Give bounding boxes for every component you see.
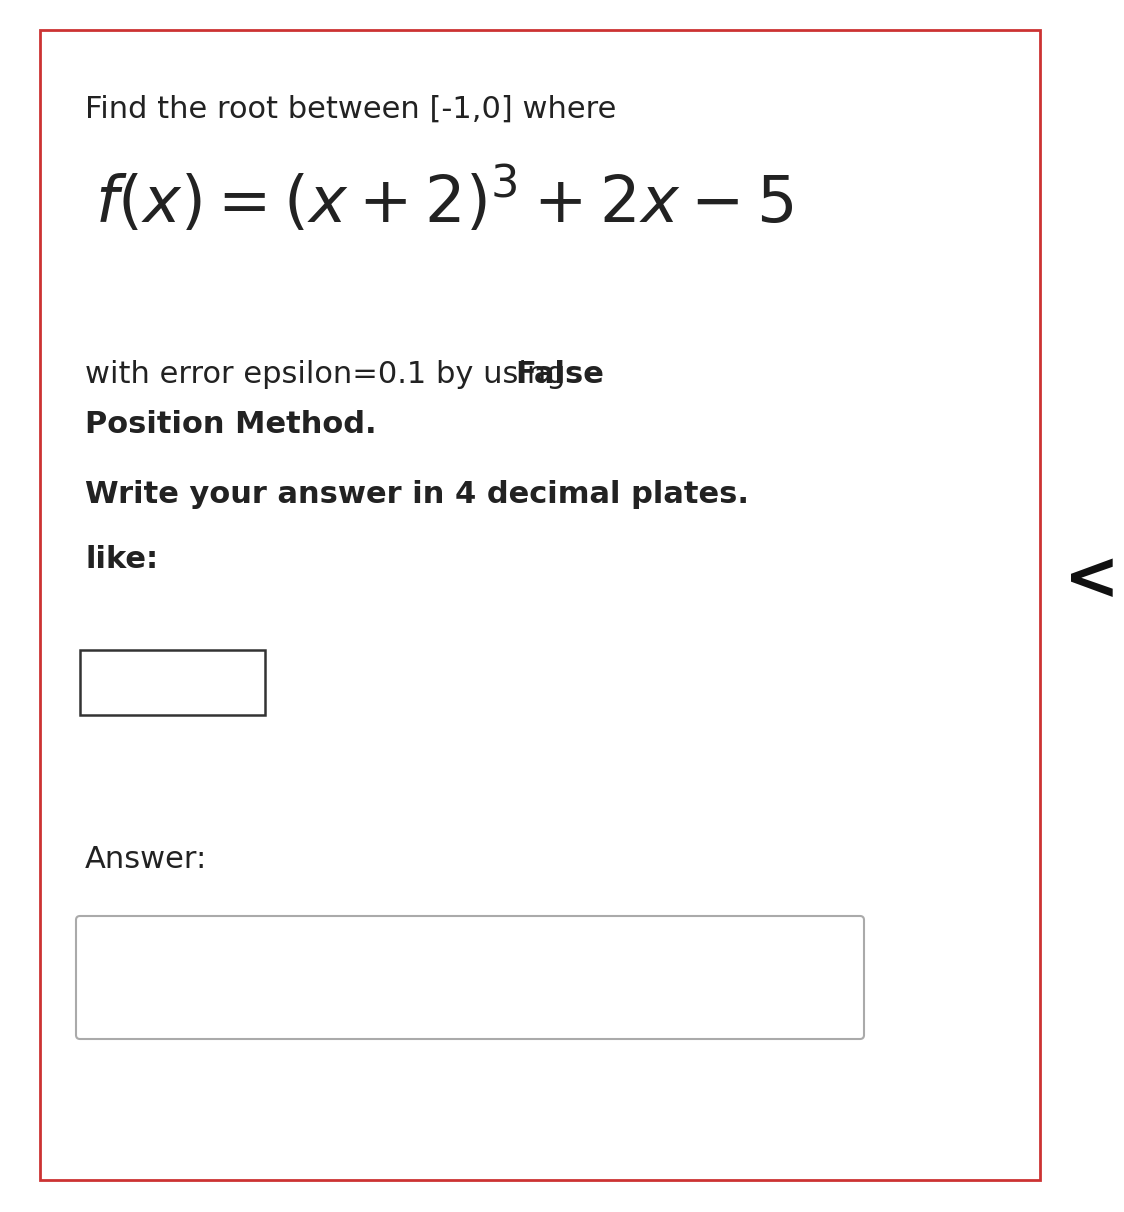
Text: $f(x) = (x+2)^{3}+2x-5$: $f(x) = (x+2)^{3}+2x-5$ [96,165,794,235]
Text: <: < [1064,547,1120,613]
FancyBboxPatch shape [76,916,864,1039]
Text: False: False [515,360,604,389]
Text: like:: like: [85,545,158,574]
Bar [80,650,265,715]
Text: Write your answer in 4 decimal plates.: Write your answer in 4 decimal plates. [85,480,749,509]
Bar [40,30,1040,1180]
Text: 2.1212: 2.1212 [88,658,227,692]
Text: with error epsilon=0.1 by using: with error epsilon=0.1 by using [85,360,575,389]
Text: Find the root between [-1,0] where: Find the root between [-1,0] where [85,95,616,124]
Text: Answer:: Answer: [85,845,207,874]
Text: Position Method.: Position Method. [85,410,377,439]
